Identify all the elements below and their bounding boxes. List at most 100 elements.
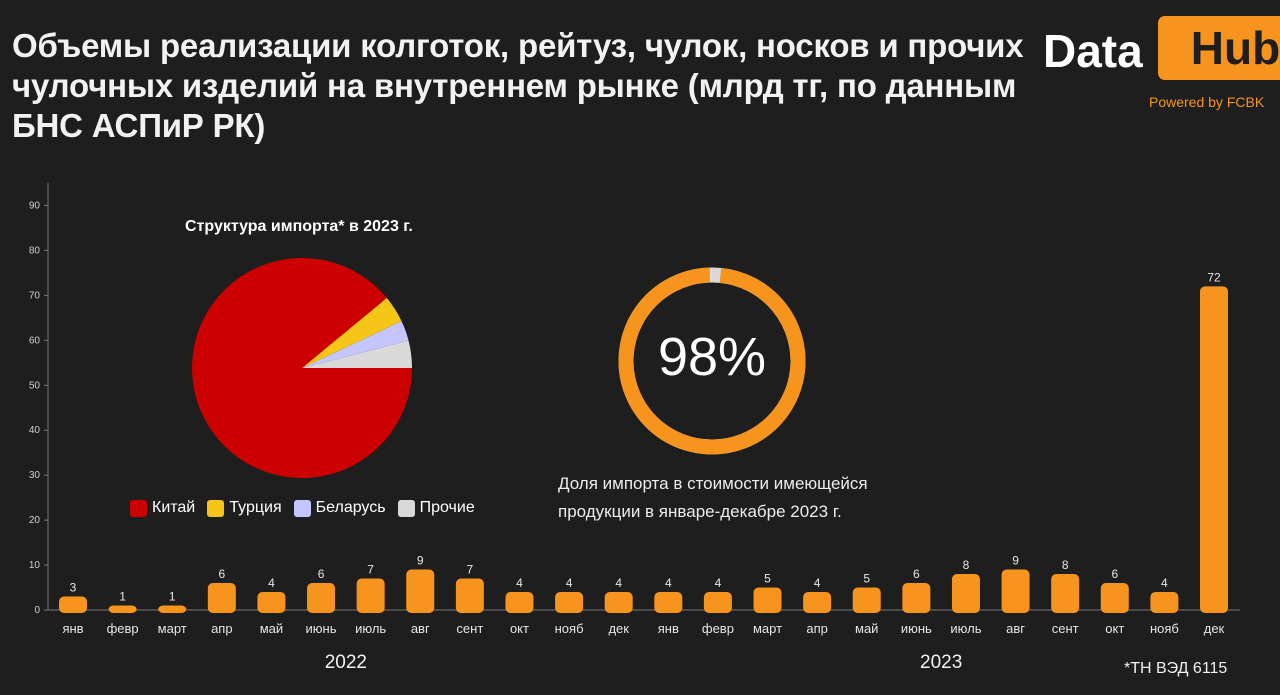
bar-18 [951, 574, 980, 613]
bar-22 [1150, 592, 1179, 613]
x-tick-label: апр [211, 621, 233, 636]
x-tick-label: сент [1052, 621, 1079, 636]
legend-label-turkey: Турция [229, 499, 282, 516]
legend-label-other: Прочие [419, 499, 475, 516]
y-tick-label: 50 [29, 380, 41, 391]
x-tick-label: март [158, 621, 187, 636]
x-tick-label: нояб [555, 621, 584, 636]
bar-16 [852, 587, 881, 613]
bar-value-label: 5 [863, 572, 870, 586]
bar-8 [455, 578, 484, 613]
bar-value-label: 4 [665, 576, 672, 590]
logo-hub-text: Hub [1158, 16, 1280, 80]
y-tick-label: 40 [29, 425, 41, 436]
bar-value-label: 4 [516, 576, 523, 590]
donut-caption: Доля импорта в стоимости имеющейся проду… [558, 474, 868, 521]
bar-value-label: 3 [70, 581, 77, 595]
bar-value-label: 1 [169, 590, 176, 604]
x-tick-label: май [260, 621, 283, 636]
pie-slice-3 [302, 340, 412, 368]
x-tick-label: сент [456, 621, 483, 636]
bar-value-label: 4 [268, 576, 275, 590]
bar-10 [555, 592, 584, 613]
x-tick-label: янв [62, 621, 83, 636]
bar-value-label: 6 [913, 567, 920, 581]
legend-item-turkey: Турция [207, 499, 282, 517]
x-tick-label: янв [658, 621, 679, 636]
bar-19 [1001, 569, 1030, 613]
x-tick-label: дек [1204, 621, 1225, 636]
bar-17 [902, 583, 931, 613]
bar-value-label: 4 [615, 576, 622, 590]
legend-item-china: Китай [130, 499, 195, 517]
y-tick-label: 30 [29, 470, 41, 481]
x-tick-label: февр [702, 621, 734, 636]
x-tick-label: авг [411, 621, 430, 636]
bar-value-label: 1 [119, 590, 126, 604]
bar-value-label: 4 [814, 576, 821, 590]
legend-swatch-china [130, 499, 147, 517]
x-tick-label: окт [510, 621, 529, 636]
bar-15 [803, 592, 832, 613]
x-tick-label: окт [1105, 621, 1124, 636]
bar-5 [307, 583, 336, 613]
legend-label-belarus: Беларусь [315, 499, 386, 516]
x-tick-label: февр [107, 621, 139, 636]
y-tick-label: 10 [29, 560, 41, 571]
legend-item-other: Прочие [397, 499, 475, 517]
pie-slice-0 [191, 257, 412, 478]
x-tick-label: дек [608, 621, 629, 636]
bar-value-label: 8 [1062, 558, 1069, 572]
bar-value-label: 5 [764, 572, 771, 586]
import-share-donut [618, 267, 806, 455]
footnote: *ТН ВЭД 6115 [1124, 660, 1228, 677]
legend-label-china: Китай [152, 499, 196, 516]
x-tick-label: апр [806, 621, 828, 636]
pie-title: Структура импорта* в 2023 г. [185, 218, 413, 235]
datahub-logo: Data Hub Powered by FCBK [1043, 16, 1280, 116]
bar-4 [257, 592, 286, 613]
y-tick-label: 20 [29, 515, 41, 526]
chart-axes: 0 10 20 30 40 50 60 70 80 90 [29, 183, 1240, 616]
bar-value-label: 9 [1012, 554, 1019, 568]
bar-21 [1100, 583, 1129, 613]
bar-value-label: 4 [1161, 576, 1168, 590]
bar-13 [703, 592, 732, 613]
y-tick-label: 80 [29, 245, 41, 256]
logo-powered-text: Powered by FCBK [1149, 94, 1265, 110]
bar-value-label: 7 [467, 563, 474, 577]
y-tick-label: 60 [29, 335, 41, 346]
bar-23 [1200, 286, 1228, 613]
legend-item-belarus: Беларусь [293, 499, 386, 517]
y-tick-label: 0 [34, 605, 40, 616]
chart-title: Объемы реализации колготок, рейтуз, чуло… [12, 27, 1024, 144]
import-structure-pie [191, 257, 412, 478]
bar-value-label: 6 [1111, 567, 1118, 581]
pie-slice-2 [302, 321, 409, 368]
bar-1 [108, 605, 137, 613]
bar-value-label: 72 [1207, 270, 1221, 284]
x-tick-label: июль [355, 621, 386, 636]
bar-9 [505, 592, 534, 613]
logo-data-text: Data [1043, 25, 1143, 77]
bar-value-label: 8 [963, 558, 970, 572]
x-tick-label: авг [1006, 621, 1025, 636]
year-group-label: 2022 [325, 652, 367, 673]
bar-20 [1051, 574, 1080, 613]
legend-swatch-turkey [207, 499, 225, 517]
bar-value-label: 7 [367, 563, 374, 577]
legend-swatch-other [397, 499, 415, 517]
x-tick-label: май [855, 621, 878, 636]
bar-series: 3 янв 1 февр 1 март 6 апр 4 май 6 июнь 7 июль 9 авг 7 сен… [59, 270, 1228, 673]
pie-slice-1 [302, 297, 402, 368]
bar-value-label: 9 [417, 554, 424, 568]
legend-swatch-belarus [293, 499, 311, 517]
bar-value-label: 4 [715, 576, 722, 590]
bar-3 [207, 583, 236, 613]
bar-value-label: 6 [318, 567, 325, 581]
year-group-label: 2023 [920, 652, 962, 673]
x-tick-label: июнь [306, 621, 337, 636]
bar-2 [158, 605, 187, 613]
bar-12 [654, 592, 683, 613]
